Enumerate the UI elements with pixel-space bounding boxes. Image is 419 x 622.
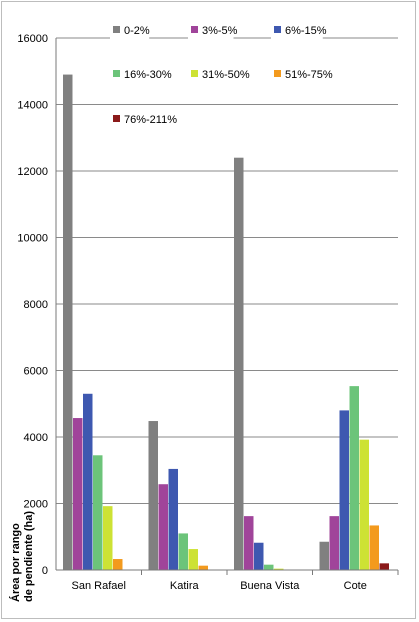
y-tick-label: 6000 — [24, 366, 48, 378]
legend-item-bg — [188, 65, 247, 83]
legend-swatch — [113, 70, 120, 77]
bar — [148, 421, 158, 570]
bar — [359, 439, 369, 570]
y-tick-label: 12000 — [17, 166, 48, 178]
legend-swatch — [191, 70, 198, 77]
legend-label: 6%-15% — [285, 25, 327, 37]
bar — [274, 568, 284, 570]
legend-label: 0-2% — [124, 25, 150, 37]
bar — [244, 516, 254, 570]
y-axis-ticks: 0 2000 4000 6000 8000 10000 12000 14000 16000 — [17, 33, 48, 577]
x-tick-label: San Rafael — [72, 580, 126, 592]
bar — [188, 549, 198, 570]
bar — [93, 455, 103, 570]
bar — [103, 506, 113, 570]
y-tick-label: 8000 — [24, 299, 48, 311]
legend-item-bg — [110, 21, 150, 39]
legend-label: 76%-211% — [124, 114, 177, 126]
bar — [234, 157, 244, 570]
bar — [329, 516, 339, 570]
legend-label: 31%-50% — [202, 69, 250, 81]
bar — [168, 468, 178, 570]
y-tick-label: 2000 — [24, 499, 48, 511]
bars — [63, 74, 389, 570]
y-tick-label: 14000 — [17, 100, 48, 112]
y-tick-label: 16000 — [17, 33, 48, 45]
bar — [113, 559, 123, 570]
bar — [178, 533, 188, 570]
bar — [319, 541, 329, 570]
bar — [349, 386, 359, 570]
x-tick-label: Katira — [170, 580, 200, 592]
y-tick-label: 4000 — [24, 432, 48, 444]
legend-item-bg — [188, 21, 234, 39]
legend-item-bg — [271, 21, 323, 39]
y-tick-label: 10000 — [17, 233, 48, 245]
bar — [379, 563, 389, 570]
legend-item-bg — [110, 110, 175, 128]
bar — [198, 565, 208, 570]
axes — [55, 38, 399, 575]
legend-label: 16%-30% — [124, 69, 172, 81]
y-tick-label: 0 — [42, 565, 48, 577]
bar — [158, 484, 168, 570]
x-tick-label: Cote — [344, 580, 367, 592]
legend: 0-2% 3%-5% 6%-15% 16%-30% 31%-50% 51%-75% 76%-… — [110, 21, 333, 128]
bar — [73, 418, 83, 570]
legend-swatch — [191, 26, 198, 33]
legend-label: 3%-5% — [202, 25, 238, 37]
legend-label: 51%-75% — [285, 69, 333, 81]
legend-item-bg — [110, 65, 169, 83]
bar — [264, 564, 274, 570]
legend-swatch — [274, 26, 281, 33]
legend-item-bg — [271, 65, 330, 83]
x-tick-label: Buena Vista — [240, 580, 300, 592]
x-axis-ticks: San Rafael Katira Buena Vista Cote — [72, 580, 367, 592]
bar — [83, 393, 93, 570]
bar — [63, 74, 73, 570]
y-axis-label-line-2: de pendiente (ha) — [23, 511, 35, 602]
legend-swatch — [274, 70, 281, 77]
legend-swatch — [113, 115, 120, 122]
bar — [254, 542, 264, 570]
bar — [339, 410, 349, 570]
legend-swatch — [113, 26, 120, 33]
y-axis-label-line-1: Área por rango — [9, 523, 22, 602]
bar — [369, 525, 379, 570]
